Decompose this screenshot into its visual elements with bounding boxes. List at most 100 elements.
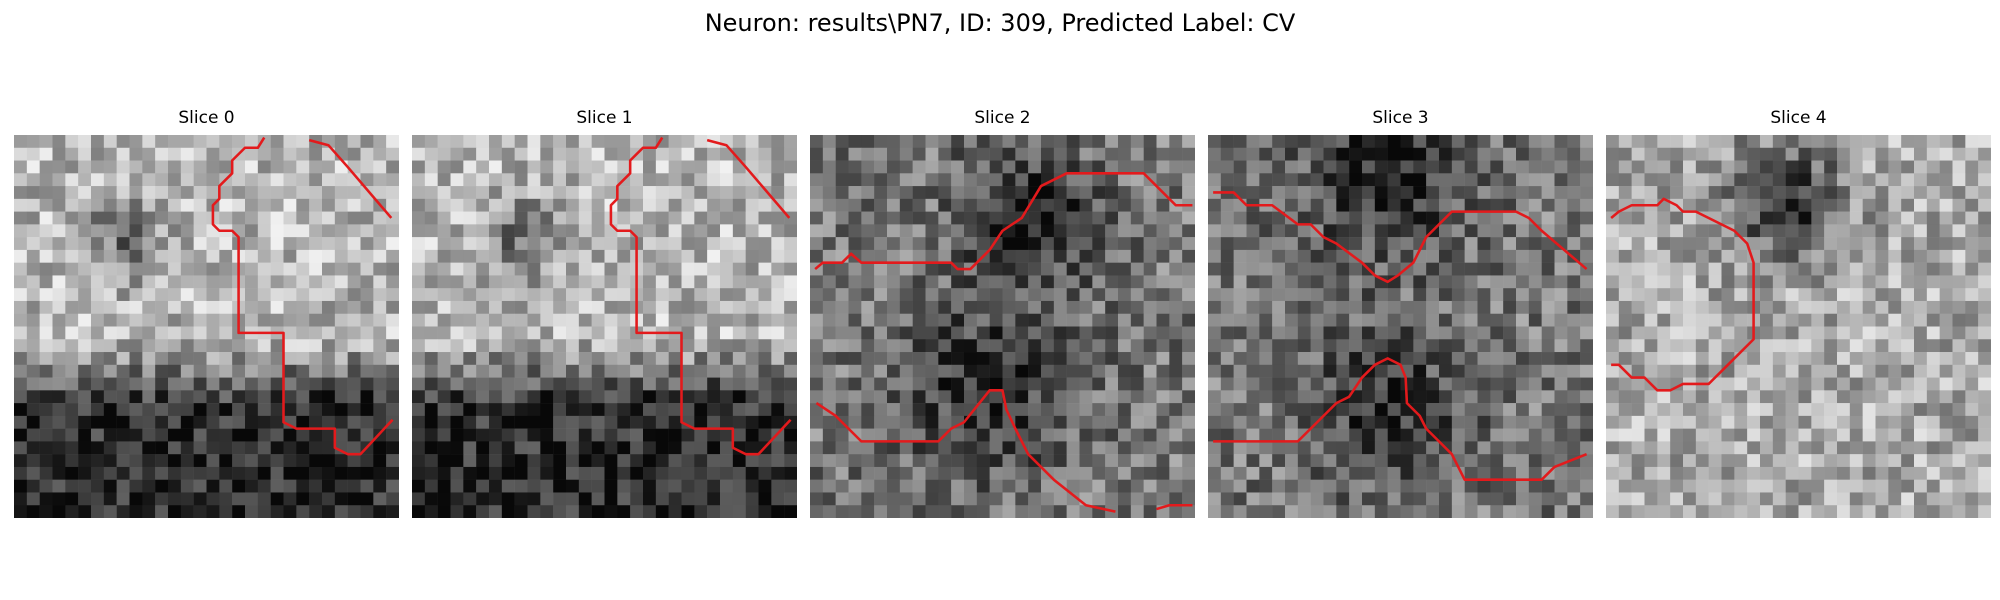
pixel bbox=[1939, 339, 1953, 353]
pixel bbox=[527, 339, 541, 353]
pixel bbox=[835, 237, 849, 251]
pixel bbox=[1028, 275, 1042, 289]
pixel bbox=[989, 390, 1003, 404]
pixel bbox=[257, 198, 271, 212]
pixel bbox=[835, 211, 849, 225]
pixel bbox=[1053, 441, 1067, 455]
pixel bbox=[630, 428, 644, 442]
pixel bbox=[1464, 224, 1478, 238]
pixel bbox=[1811, 403, 1825, 417]
pixel bbox=[142, 326, 156, 340]
pixel bbox=[1734, 415, 1748, 429]
pixel bbox=[1374, 186, 1388, 200]
pixel bbox=[412, 135, 426, 149]
pixel bbox=[1824, 249, 1838, 263]
pixel bbox=[720, 415, 734, 429]
pixel bbox=[1387, 262, 1401, 276]
pixel bbox=[1233, 466, 1247, 480]
pixel bbox=[1079, 403, 1093, 417]
pixel bbox=[232, 198, 246, 212]
pixel bbox=[1130, 275, 1144, 289]
pixel bbox=[925, 415, 939, 429]
pixel bbox=[296, 492, 310, 506]
pixel bbox=[540, 339, 554, 353]
pixel bbox=[1683, 275, 1697, 289]
pixel bbox=[1965, 390, 1979, 404]
pixel bbox=[1670, 262, 1684, 276]
pixel bbox=[1516, 300, 1530, 314]
pixel bbox=[874, 441, 888, 455]
pixel bbox=[180, 160, 194, 174]
pixel bbox=[1837, 249, 1851, 263]
pixel bbox=[155, 288, 169, 302]
pixel bbox=[1272, 224, 1286, 238]
pixel bbox=[1811, 415, 1825, 429]
pixel bbox=[899, 249, 913, 263]
pixel bbox=[1657, 428, 1671, 442]
pixel bbox=[1053, 466, 1067, 480]
pixel bbox=[681, 492, 695, 506]
pixel bbox=[1118, 326, 1132, 340]
pixel bbox=[52, 198, 66, 212]
pixel bbox=[887, 313, 901, 327]
pixel bbox=[1451, 288, 1465, 302]
pixel bbox=[1285, 288, 1299, 302]
pixel bbox=[1387, 211, 1401, 225]
pixel bbox=[412, 186, 426, 200]
pixel bbox=[1053, 352, 1067, 366]
pixel bbox=[1772, 326, 1786, 340]
pixel bbox=[103, 364, 117, 378]
pixel bbox=[1143, 160, 1157, 174]
pixel bbox=[1208, 160, 1222, 174]
pixel bbox=[822, 198, 836, 212]
pixel bbox=[155, 160, 169, 174]
pixel bbox=[1657, 249, 1671, 263]
pixel bbox=[925, 377, 939, 391]
pixel bbox=[835, 300, 849, 314]
pixel bbox=[1939, 160, 1953, 174]
pixel bbox=[347, 135, 361, 149]
pixel bbox=[347, 313, 361, 327]
pixel bbox=[1760, 147, 1774, 161]
pixel bbox=[1657, 479, 1671, 493]
pixel bbox=[1079, 288, 1093, 302]
pixel bbox=[848, 147, 862, 161]
pixel bbox=[1323, 313, 1337, 327]
pixel bbox=[1541, 428, 1555, 442]
pixel bbox=[1182, 288, 1195, 302]
pixel bbox=[26, 364, 40, 378]
pixel bbox=[257, 300, 271, 314]
pixel bbox=[129, 479, 143, 493]
pixel bbox=[566, 288, 580, 302]
pixel bbox=[1862, 415, 1876, 429]
pixel bbox=[1015, 186, 1029, 200]
pixel bbox=[1413, 249, 1427, 263]
pixel bbox=[1079, 262, 1093, 276]
pixel bbox=[129, 428, 143, 442]
pixel bbox=[1952, 377, 1966, 391]
pixel bbox=[283, 492, 297, 506]
pixel bbox=[1182, 339, 1195, 353]
pixel bbox=[938, 224, 952, 238]
pixel bbox=[1490, 466, 1504, 480]
pixel bbox=[694, 377, 708, 391]
pixel bbox=[360, 479, 374, 493]
pixel bbox=[1285, 275, 1299, 289]
pixel bbox=[14, 390, 28, 404]
pixel bbox=[1708, 454, 1722, 468]
pixel bbox=[1824, 377, 1838, 391]
pixel bbox=[65, 300, 79, 314]
pixel bbox=[180, 326, 194, 340]
pixel bbox=[874, 364, 888, 378]
pixel bbox=[245, 237, 259, 251]
pixel bbox=[527, 275, 541, 289]
pixel bbox=[1464, 211, 1478, 225]
pixel bbox=[245, 505, 259, 518]
pixel bbox=[437, 275, 451, 289]
pixel bbox=[655, 441, 669, 455]
pixel bbox=[1554, 377, 1568, 391]
pixel bbox=[501, 198, 515, 212]
pixel bbox=[129, 275, 143, 289]
pixel bbox=[103, 249, 117, 263]
pixel bbox=[1439, 377, 1453, 391]
